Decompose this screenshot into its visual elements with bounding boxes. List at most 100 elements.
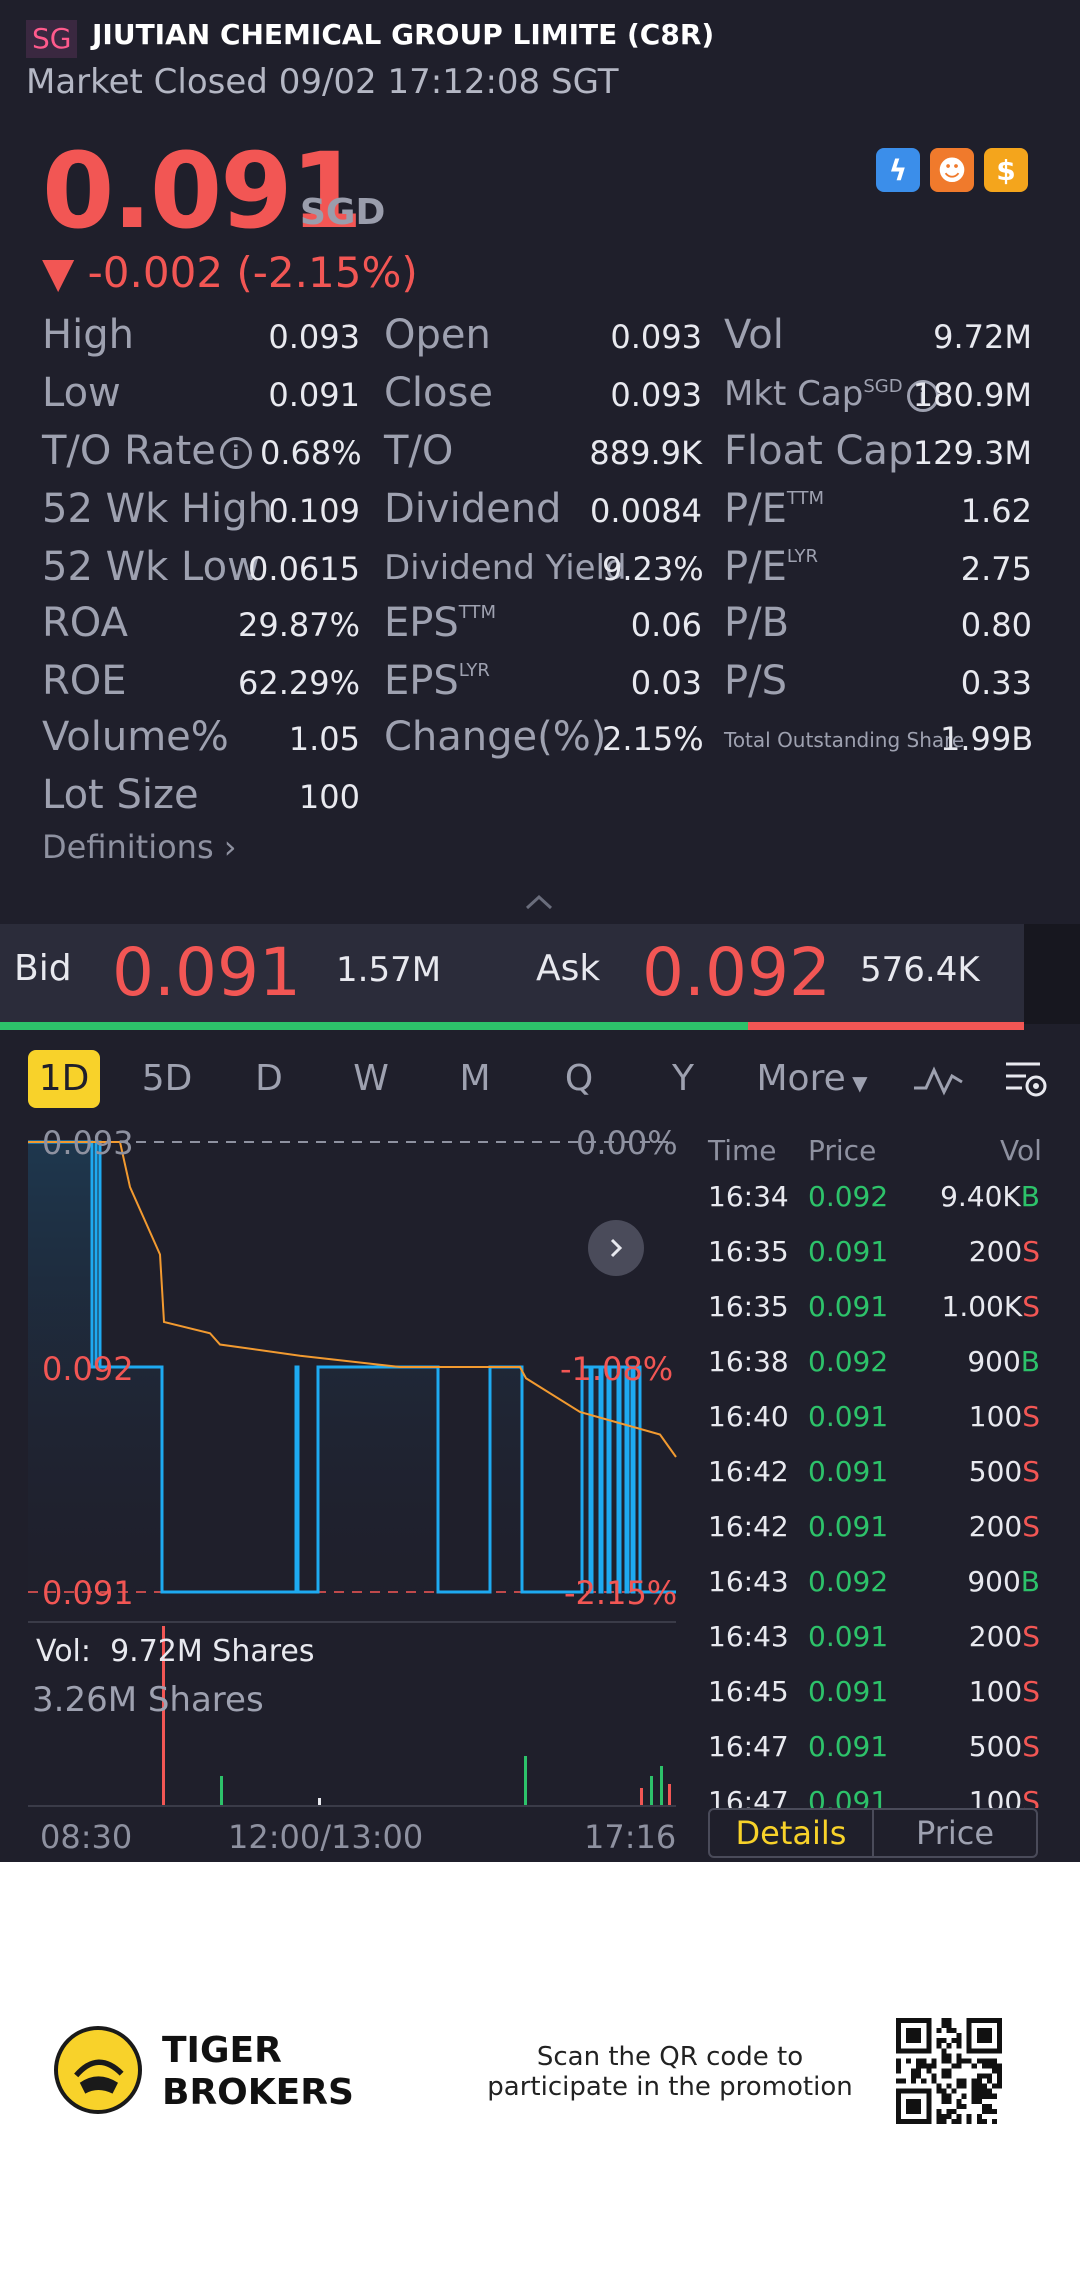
tick-price: 0.091 bbox=[808, 1730, 889, 1763]
tick-volume: 1.00KS bbox=[941, 1290, 1041, 1323]
tick-time: 16:34 bbox=[708, 1180, 789, 1213]
tab-price[interactable]: Price bbox=[915, 1814, 995, 1852]
stat-vol-label: Vol bbox=[724, 312, 784, 358]
pct-axis-mid: -1.08% bbox=[560, 1350, 674, 1388]
price-axis-mid: 0.092 bbox=[42, 1350, 134, 1388]
chevron-up-icon[interactable] bbox=[524, 892, 554, 912]
tick-time: 16:43 bbox=[708, 1565, 789, 1598]
tick-time: 16:42 bbox=[708, 1510, 789, 1543]
lightning-icon[interactable]: ϟ bbox=[876, 148, 920, 192]
tick-price: 0.091 bbox=[808, 1675, 889, 1708]
volume-bar bbox=[660, 1766, 663, 1806]
tab-week[interactable]: W bbox=[353, 1058, 389, 1099]
pct-axis-bot: -2.15% bbox=[564, 1574, 678, 1612]
stat-open: 0.093 bbox=[610, 318, 702, 356]
tick-time: 16:47 bbox=[708, 1730, 789, 1763]
tick-row: 16:35 0.091 200S bbox=[708, 1235, 1040, 1290]
ask-volume: 576.4K bbox=[860, 950, 980, 990]
ask-price: 0.092 bbox=[642, 934, 831, 1011]
stat-volpct-label: Volume% bbox=[42, 714, 229, 760]
ask-ratio-bar bbox=[747, 1022, 1024, 1030]
stock-name: JIUTIAN CHEMICAL GROUP LIMITE (C8R) bbox=[92, 18, 715, 51]
tick-time: 16:42 bbox=[708, 1455, 789, 1488]
ticks-list[interactable]: 16:34 0.092 9.40KB 16:35 0.091 200S 16:35 0.091… bbox=[700, 1180, 1050, 1808]
time-axis-start: 08:30 bbox=[40, 1818, 133, 1856]
tick-row: 16:42 0.091 200S bbox=[708, 1510, 1040, 1565]
pct-axis-top: 0.00% bbox=[576, 1124, 678, 1162]
last-price: 0.091 bbox=[42, 130, 363, 252]
tick-price: 0.091 bbox=[808, 1400, 889, 1433]
stat-to: 889.9K bbox=[589, 434, 702, 472]
stat-roa-label: ROA bbox=[42, 600, 128, 646]
ask-label: Ask bbox=[536, 948, 601, 989]
more-dropdown[interactable]: More ▼ bbox=[756, 1058, 868, 1099]
tick-volume: 500S bbox=[968, 1730, 1040, 1763]
tab-5d[interactable]: 5D bbox=[141, 1058, 193, 1099]
stat-divyield: 9.23% bbox=[602, 550, 704, 588]
tick-time: 16:35 bbox=[708, 1290, 789, 1323]
info-icon[interactable]: i bbox=[906, 379, 939, 412]
tick-row: 16:47 0.091 500S bbox=[708, 1730, 1040, 1785]
tab-quarter[interactable]: Q bbox=[564, 1058, 594, 1099]
stat-pe-lyr-label: P/ELYR bbox=[724, 544, 819, 590]
stat-eps-ttm-label: EPSTTM bbox=[384, 600, 497, 646]
stat-eps-lyr: 0.03 bbox=[630, 664, 702, 702]
stat-pe-ttm: 1.62 bbox=[960, 492, 1032, 530]
tick-row: 16:47 0.091 100S bbox=[708, 1785, 1040, 1808]
tick-time: 16:43 bbox=[708, 1620, 789, 1653]
tab-year[interactable]: Y bbox=[672, 1058, 694, 1099]
promo-text: Scan the QR code to participate in the pr… bbox=[487, 2042, 853, 2102]
tab-details[interactable]: Details bbox=[710, 1810, 874, 1856]
tick-volume: 200S bbox=[968, 1235, 1040, 1268]
stat-mktcap-label[interactable]: Mkt CapSGD i bbox=[724, 374, 939, 414]
stat-floatcap: 129.3M bbox=[912, 434, 1032, 472]
volume-bars bbox=[162, 1626, 671, 1806]
tab-1d[interactable]: 1D bbox=[28, 1050, 100, 1108]
indicator-icon[interactable] bbox=[912, 1060, 964, 1100]
tick-row: 16:42 0.091 500S bbox=[708, 1455, 1040, 1510]
tick-volume: 100S bbox=[968, 1675, 1040, 1708]
stat-torate-label[interactable]: T/O Rate i bbox=[42, 428, 252, 474]
stat-dividend-label: Dividend bbox=[384, 486, 562, 532]
tick-price: 0.092 bbox=[808, 1180, 889, 1213]
stat-low: 0.091 bbox=[268, 376, 360, 414]
tick-price: 0.091 bbox=[808, 1290, 889, 1323]
tick-price: 0.091 bbox=[808, 1235, 889, 1268]
stat-floatcap-label: Float Cap bbox=[724, 428, 914, 474]
tab-month[interactable]: M bbox=[459, 1058, 491, 1099]
tick-row: 16:35 0.091 1.00KS bbox=[708, 1290, 1040, 1345]
bid-ratio-bar bbox=[0, 1022, 748, 1030]
ticks-head-time: Time bbox=[708, 1134, 777, 1167]
volume-bar bbox=[668, 1784, 671, 1806]
chart-settings-icon[interactable] bbox=[1002, 1058, 1048, 1102]
badge-group: ϟ ☻ $ bbox=[876, 148, 1028, 192]
bid-volume: 1.57M bbox=[336, 950, 442, 990]
ticks-head-vol: Vol bbox=[1000, 1134, 1042, 1167]
caret-down-icon: ▼ bbox=[845, 1071, 868, 1095]
tab-day[interactable]: D bbox=[255, 1058, 283, 1099]
stat-roe: 62.29% bbox=[237, 664, 360, 702]
brand-name: TIGER BROKERS bbox=[162, 2030, 354, 2113]
chart-next-button[interactable] bbox=[588, 1220, 644, 1276]
tick-price: 0.091 bbox=[808, 1510, 889, 1543]
bid-ask-edge bbox=[1024, 924, 1080, 1024]
stat-close-label: Close bbox=[384, 370, 493, 416]
tiger-icon[interactable]: ☻ bbox=[930, 148, 974, 192]
tick-price: 0.092 bbox=[808, 1565, 889, 1598]
stat-ps: 0.33 bbox=[960, 664, 1032, 702]
stat-tos-label: Total Outstanding Share bbox=[724, 728, 965, 752]
tick-time: 16:38 bbox=[708, 1345, 789, 1378]
tick-volume: 100S bbox=[968, 1785, 1040, 1808]
intraday-chart[interactable] bbox=[0, 1120, 690, 1820]
stat-vol: 9.72M bbox=[933, 318, 1032, 356]
dollar-icon[interactable]: $ bbox=[984, 148, 1028, 192]
info-icon[interactable]: i bbox=[219, 437, 252, 469]
tick-row: 16:34 0.092 9.40KB bbox=[708, 1180, 1040, 1235]
stat-52wklow: 0.0615 bbox=[248, 550, 360, 588]
tick-volume: 200S bbox=[968, 1510, 1040, 1543]
stat-pb: 0.80 bbox=[960, 606, 1032, 644]
definitions-link[interactable]: Definitions › bbox=[42, 828, 237, 866]
stat-close: 0.093 bbox=[610, 376, 702, 414]
tick-row: 16:43 0.091 200S bbox=[708, 1620, 1040, 1675]
tick-row: 16:45 0.091 100S bbox=[708, 1675, 1040, 1730]
